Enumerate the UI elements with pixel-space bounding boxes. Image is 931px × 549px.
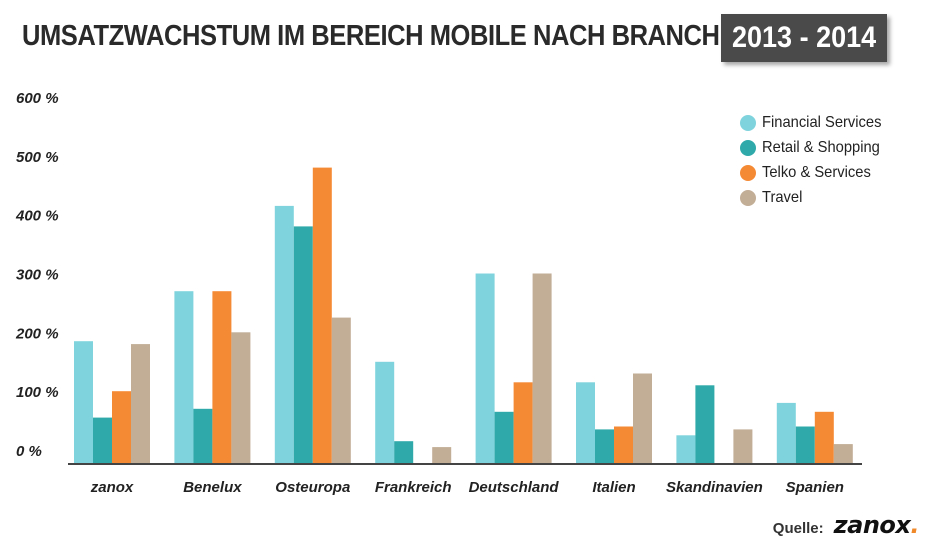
bar [676,435,696,464]
bar [795,426,815,464]
bar [112,391,131,464]
legend-swatch [740,114,756,131]
bar [532,273,552,464]
legend-swatch [740,189,756,206]
period-label: 2013 - 2014 [731,21,877,54]
x-tick-label: Frankreich [375,479,452,496]
bar [74,341,93,464]
bar [312,167,332,464]
bar [733,429,753,464]
bar [633,373,652,464]
bar [174,291,194,464]
legend-item: Retail & Shopping [740,135,892,160]
bar [695,385,715,464]
bar [833,444,853,464]
bar [375,361,395,464]
bar [331,317,351,464]
x-axis-labels: zanox Benelux Osteuropa Frankreich Deutschla… [90,479,844,496]
legend-label: Travel [762,188,803,206]
source-label: Quelle: [772,520,824,537]
bar [595,429,614,464]
y-tick-label: 500 % [16,149,59,166]
zanox-logo: zanox. [833,511,920,539]
bar [576,382,595,464]
bar [614,426,633,464]
legend-item: Telko & Services [740,160,892,185]
legend-item: Financial Services [740,110,892,135]
bar [776,402,796,464]
logo-dot: . [910,511,919,539]
x-tick-label: Osteuropa [275,479,350,496]
chart-title: UMSATZWACHSTUM IM BEREICH MOBILE NACH BR… [22,20,737,52]
legend-item: Travel [740,185,892,210]
bar [513,382,533,464]
legend: Financial Services Retail & Shopping Telko… [740,110,892,210]
legend-label: Retail & Shopping [762,138,880,156]
bar [394,441,414,464]
x-tick-label: Italien [592,479,635,496]
bar [814,411,834,464]
y-tick-label: 400 % [15,208,59,225]
x-tick-label: Skandinavien [666,479,763,496]
bar [432,447,452,464]
bar [293,226,313,464]
bar [212,291,232,464]
legend-swatch [740,139,756,156]
y-tick-label: 600 % [16,90,59,107]
legend-swatch [740,164,756,181]
x-tick-label: zanox [90,479,134,496]
x-tick-label: Benelux [183,479,242,496]
x-tick-label: Deutschland [469,479,560,496]
y-tick-label: 300 % [16,267,59,284]
legend-label: Financial Services [762,113,882,131]
y-tick-label: 0 % [16,443,42,460]
logo-text: zanox [833,511,911,539]
bar [193,408,213,464]
source: Quelle: zanox. [772,511,920,539]
y-tick-label: 100 % [16,384,59,401]
bar [93,417,112,464]
y-tick-label: 200 % [15,325,59,342]
bar [475,273,495,464]
period-badge: 2013 - 2014 [721,14,887,62]
bar [231,332,251,464]
x-tick-label: Spanien [786,479,844,496]
bar [274,205,294,464]
legend-label: Telko & Services [762,163,871,181]
bars [74,167,853,464]
bar [131,344,150,464]
bar [494,411,514,464]
y-axis-ticks: 600 % 500 % 400 % 300 % 200 % 100 % 0 % [15,90,59,460]
